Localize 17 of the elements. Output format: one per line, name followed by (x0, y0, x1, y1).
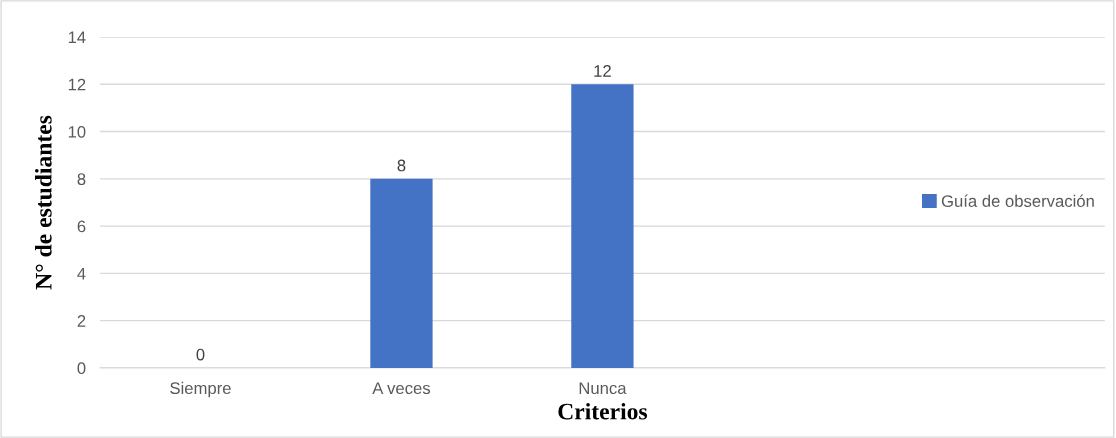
y-tick-label: 6 (77, 220, 86, 233)
y-tick-label: 0 (77, 362, 86, 375)
legend-label: Guía de observación (941, 194, 1094, 207)
x-tick-label: Nunca (579, 382, 627, 395)
y-tick-label: 4 (77, 267, 86, 280)
y-tick-label: 2 (77, 315, 86, 327)
data-label: 0 (196, 348, 205, 361)
y-tick-label: 8 (77, 173, 86, 186)
y-tick-label: 12 (68, 78, 86, 91)
y-tick-label: 10 (68, 125, 86, 138)
data-label: 8 (397, 159, 406, 172)
data-label: 12 (594, 65, 611, 77)
y-tick-label: 14 (68, 31, 86, 44)
x-tick-label: Siempre (170, 381, 231, 398)
y-axis-title: N° de estudiantes (35, 115, 52, 290)
x-axis-title: Criterios (558, 402, 648, 420)
x-tick-label: A veces (372, 382, 431, 395)
